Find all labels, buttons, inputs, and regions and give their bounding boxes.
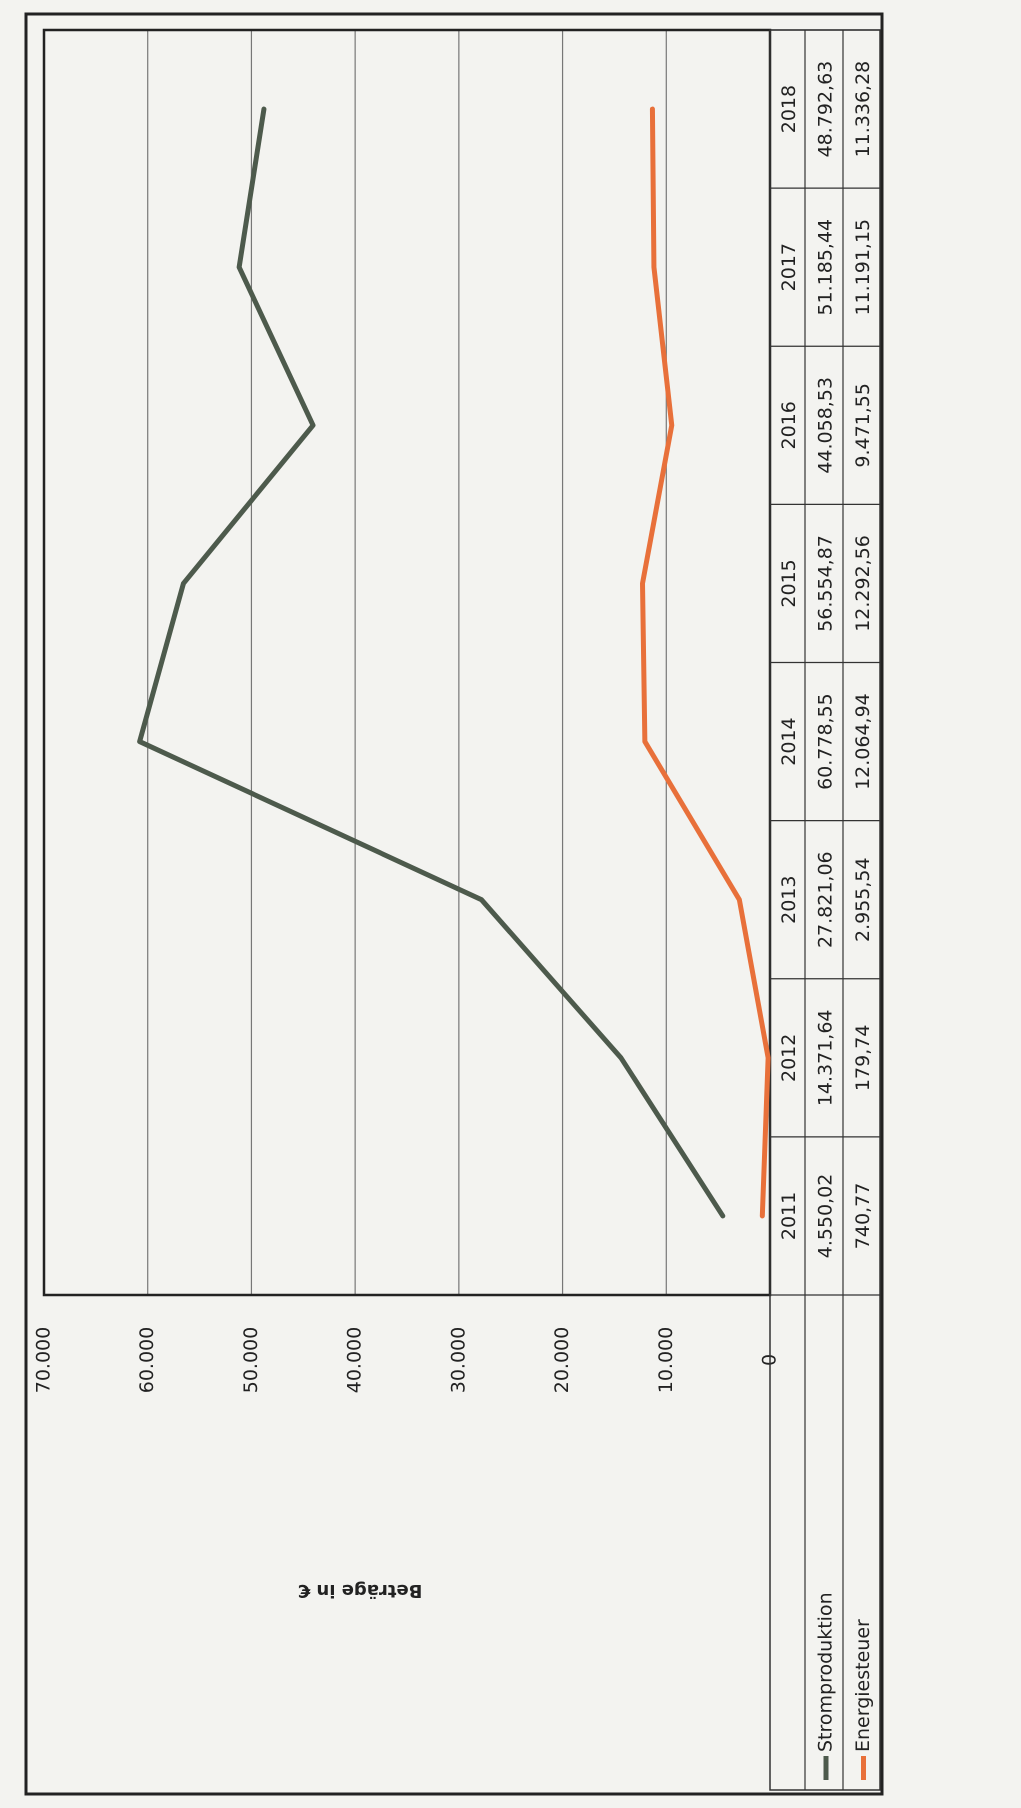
x-tick-label: 2015 (778, 559, 800, 607)
data-label: 14.371,64 (815, 1009, 837, 1106)
x-tick-label: 2013 (778, 876, 800, 924)
data-label: 11.336,28 (852, 61, 874, 158)
data-label: 60.778,55 (815, 693, 837, 790)
data-label: 12.292,56 (852, 535, 874, 632)
legend-label: Stromproduktion (815, 1592, 837, 1752)
data-label: 740,77 (852, 1183, 874, 1249)
series-line (640, 106, 771, 1219)
data-label: 56.554,87 (815, 535, 837, 632)
rotated-chart: Beträge in € 010.00020.00030.00040.00050… (24, 12, 884, 1796)
data-label: 48.792,63 (815, 61, 837, 158)
data-label: 11.191,15 (852, 219, 874, 316)
data-label: 179,74 (852, 1025, 874, 1091)
data-label: 44.058,53 (815, 377, 837, 474)
legend-label: Energiesteuer (852, 1619, 874, 1752)
data-label: 4.550,02 (815, 1174, 837, 1259)
x-tick-label: 2014 (778, 717, 800, 765)
y-tick-label: 50.000 (240, 1327, 262, 1393)
y-tick-label: 40.000 (344, 1327, 366, 1393)
x-tick-label: 2012 (778, 1034, 800, 1082)
x-tick-label: 2011 (778, 1192, 800, 1240)
y-tick-label: 30.000 (447, 1327, 469, 1393)
x-tick-label: 2016 (778, 401, 800, 449)
x-tick-label: 2018 (778, 85, 800, 133)
y-tick-label: 70.000 (33, 1327, 55, 1393)
y-axis-title: Beträge in € (298, 1580, 423, 1601)
data-label: 9.471,55 (852, 383, 874, 468)
x-tick-label: 2017 (778, 243, 800, 291)
y-tick-label: 10.000 (655, 1327, 677, 1393)
outer-border (24, 12, 884, 1796)
data-label: 12.064,94 (852, 693, 874, 790)
data-label: 51.185,44 (815, 219, 837, 316)
plot-border (42, 28, 772, 1297)
series-line (137, 106, 726, 1219)
data-label: 27.821,06 (815, 851, 837, 948)
data-label: 2.955,54 (852, 857, 874, 942)
y-tick-label: 60.000 (136, 1327, 158, 1393)
y-tick-label: 20.000 (551, 1327, 573, 1393)
